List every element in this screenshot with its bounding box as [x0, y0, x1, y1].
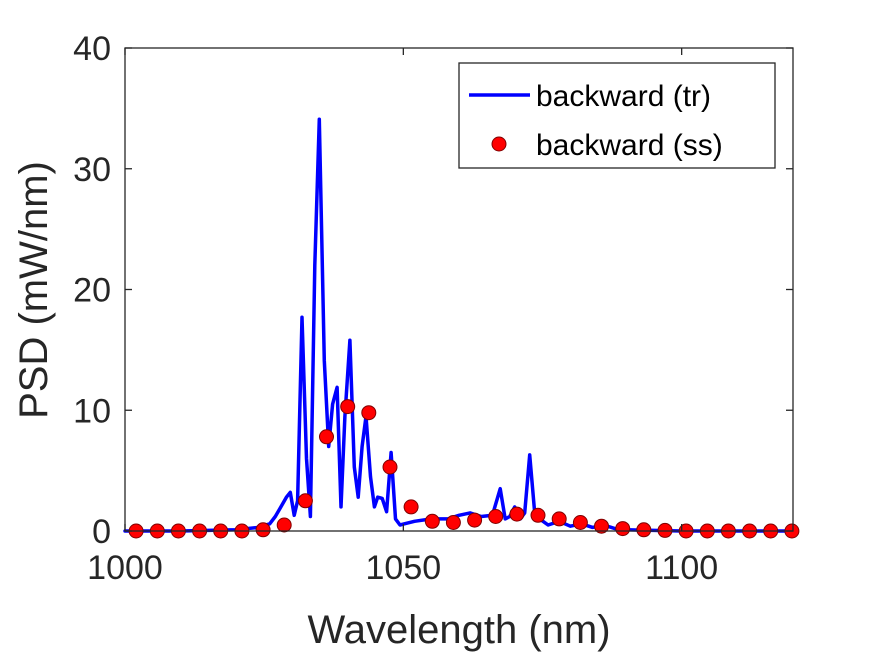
y-axis-label: PSD (mW/nm): [12, 161, 56, 419]
data-point-backward-ss: [530, 507, 546, 523]
legend: backward (tr) backward (ss): [458, 62, 776, 169]
data-point-backward-ss: [551, 511, 567, 527]
legend-label-ss: backward (ss): [536, 129, 723, 162]
data-point-backward-ss: [276, 517, 292, 533]
y-tick-label: 20: [73, 272, 111, 310]
data-point-backward-ss: [445, 515, 461, 530]
x-tick-label: 1050: [366, 549, 442, 587]
data-point-backward-ss: [255, 522, 271, 538]
legend-dot-marker: [491, 136, 507, 152]
series-layer: [123, 117, 800, 539]
y-tick-label: 40: [73, 30, 111, 68]
data-point-backward-ss: [382, 459, 398, 475]
y-tick-label: 0: [92, 513, 111, 551]
x-tick-label: 1100: [645, 549, 718, 587]
x-tick-label: 1000: [87, 549, 163, 587]
data-point-backward-ss: [572, 515, 588, 530]
data-point-backward-ss: [403, 499, 419, 515]
y-tick-label: 30: [73, 151, 111, 189]
data-point-backward-ss: [319, 429, 334, 445]
data-point-backward-ss: [424, 513, 440, 529]
data-point-backward-ss: [615, 521, 631, 537]
data-point-backward-ss: [340, 399, 356, 415]
legend-box: [458, 62, 776, 169]
data-point-backward-ss: [297, 493, 313, 509]
data-point-backward-ss: [509, 506, 525, 522]
ticks-layer: 1000 1050 1100 0 10 20 30 40: [73, 30, 793, 587]
x-axis-label: Wavelength (nm): [307, 608, 610, 652]
data-point-backward-ss: [467, 512, 483, 528]
data-point-backward-ss: [594, 518, 609, 534]
data-point-backward-ss: [361, 405, 377, 421]
data-point-backward-ss: [488, 509, 504, 524]
series-line-backward-tr: [123, 117, 795, 533]
y-tick-label: 10: [73, 392, 111, 430]
legend-label-tr: backward (tr): [536, 80, 711, 113]
data-point-backward-ss: [636, 522, 652, 538]
